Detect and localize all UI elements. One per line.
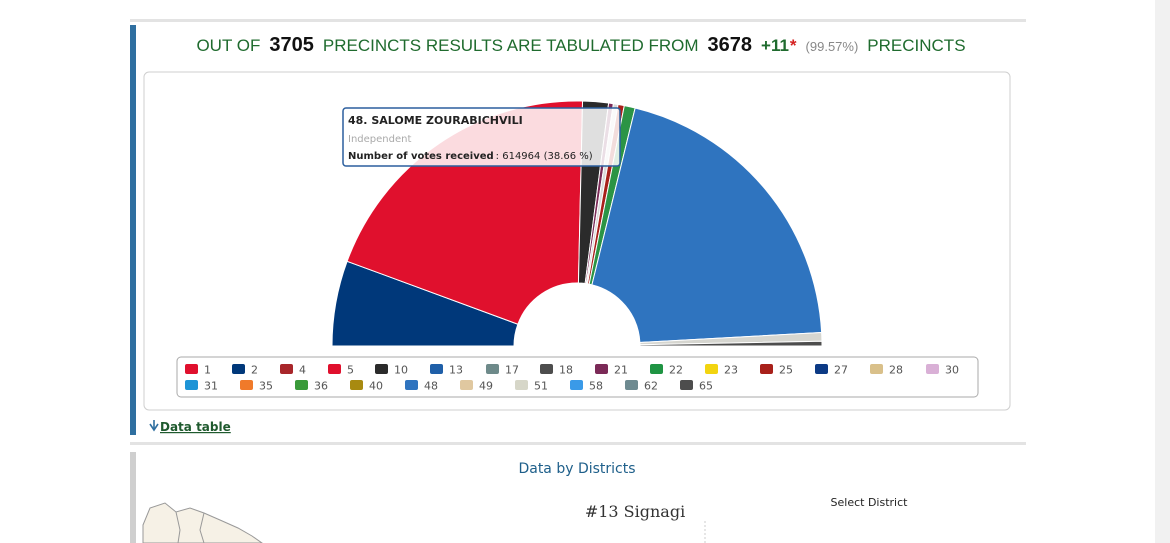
legend-swatch: [705, 364, 718, 374]
section-accent: [130, 452, 136, 543]
legend-label: 62: [644, 380, 658, 393]
district-name: #13 Signagi: [585, 502, 685, 521]
slices: [331, 100, 823, 347]
legend-label: 51: [534, 380, 548, 393]
legend-frame: [176, 356, 979, 398]
legend-label: 17: [505, 364, 519, 377]
legend-swatch: [870, 364, 883, 374]
legend-label: 48: [424, 380, 438, 393]
legend-swatch: [926, 364, 939, 374]
tooltip-label: Number of votes received: [348, 151, 494, 162]
legend-swatch: [185, 364, 198, 374]
legend-label: 13: [449, 364, 463, 377]
scrollbar[interactable]: [1155, 0, 1170, 543]
legend-swatch: [680, 380, 693, 390]
legend-label: 28: [889, 364, 903, 377]
legend-swatch: [240, 380, 253, 390]
header-prefix: OUT OF: [196, 36, 261, 55]
tooltip-box: [342, 107, 621, 167]
legend-swatch: [350, 380, 363, 390]
header-added: +11: [761, 36, 789, 55]
legend-label: 35: [259, 380, 273, 393]
slice: [639, 340, 823, 347]
header-asterisk: *: [789, 36, 797, 55]
district-map[interactable]: [142, 502, 263, 543]
legend-label: 2: [251, 364, 258, 377]
legend-swatch: [460, 380, 473, 390]
legend-swatch: [185, 380, 198, 390]
legend-swatch: [328, 364, 341, 374]
section-divider: [130, 19, 1026, 22]
legend-label: 49: [479, 380, 493, 393]
legend-swatch: [515, 380, 528, 390]
tooltip-title: 48. SALOME ZOURABICHVILI: [348, 114, 523, 127]
legend-label: 58: [589, 380, 603, 393]
legend-label: 30: [945, 364, 959, 377]
legend-swatch: [625, 380, 638, 390]
legend-swatch: [232, 364, 245, 374]
slice: [591, 107, 823, 344]
district-borders: [175, 511, 205, 543]
legend-swatch: [595, 364, 608, 374]
legend-swatch: [405, 380, 418, 390]
legend-label: 18: [559, 364, 573, 377]
header-middle: PRECINCTS RESULTS ARE TABULATED FROM: [322, 36, 699, 55]
header-suffix: PRECINCTS: [867, 36, 966, 55]
legend-swatch: [570, 380, 583, 390]
tooltip-party: Independent: [348, 134, 411, 145]
results-header: OUT OF 3705 PRECINCTS RESULTS ARE TABULA…: [136, 34, 1026, 64]
legend-label: 21: [614, 364, 628, 377]
header-counted: 3678: [707, 34, 753, 56]
districts-title: Data by Districts: [518, 461, 635, 477]
section-divider: [130, 442, 1026, 445]
legend-label: 23: [724, 364, 738, 377]
legend-swatch: [280, 364, 293, 374]
legend-label: 10: [394, 364, 408, 377]
legend-swatch: [760, 364, 773, 374]
legend-swatch: [295, 380, 308, 390]
legend-label: 40: [369, 380, 383, 393]
data-table-link[interactable]: Data table: [160, 420, 231, 434]
header-percent: (99.57%): [805, 39, 859, 54]
legend-label: 1: [204, 364, 211, 377]
legend-label: 31: [204, 380, 218, 393]
legend-label: 4: [299, 364, 306, 377]
tooltip: 48. SALOME ZOURABICHVILI Independent Num…: [342, 107, 621, 167]
legend-label: 65: [699, 380, 713, 393]
legend-swatch: [540, 364, 553, 374]
legend-label: 25: [779, 364, 793, 377]
legend-swatch: [650, 364, 663, 374]
tooltip-value: : 614964 (38.66 %): [496, 151, 593, 162]
select-district-label[interactable]: Select District: [831, 496, 909, 509]
legend-swatch: [486, 364, 499, 374]
legend: 1 2 4 5 10 13 17 18 21 22 23 25 27 28 30 31 35 36 40 48 49 51…: [185, 364, 959, 393]
legend-swatch: [815, 364, 828, 374]
legend-swatch: [375, 364, 388, 374]
section-accent: [130, 25, 136, 435]
legend-label: 5: [347, 364, 354, 377]
legend-swatch: [430, 364, 443, 374]
legend-label: 36: [314, 380, 328, 393]
tooltip-value-line: Number of votes received: 614964 (38.66 …: [348, 151, 593, 162]
legend-label: 27: [834, 364, 848, 377]
legend-label: 22: [669, 364, 683, 377]
header-total: 3705: [269, 34, 314, 56]
